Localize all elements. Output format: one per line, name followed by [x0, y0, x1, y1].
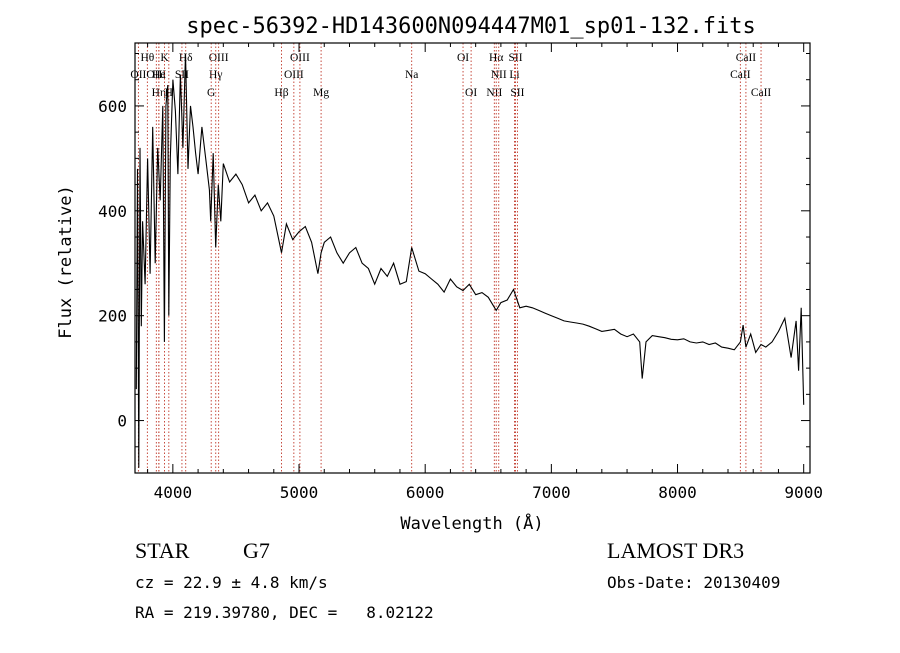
marker-label-24: SII	[510, 87, 524, 99]
plot-frame	[134, 42, 811, 474]
marker-label-8: SII	[175, 69, 189, 81]
x-tick-label-5: 9000	[784, 483, 823, 502]
marker-label-21: NII	[491, 69, 507, 81]
marker-label-2: OIII	[146, 69, 166, 81]
survey-name: LAMOST DR3	[607, 538, 745, 563]
y-axis-label: Flux (relative)	[56, 185, 76, 339]
marker-label-23: SII	[508, 52, 522, 64]
object-class: STAR	[135, 538, 190, 563]
marker-label-14: OIII	[290, 52, 310, 64]
y-tick-label-3: 600	[98, 97, 127, 116]
y-tick-label-1: 200	[98, 307, 127, 326]
object-subclass: G7	[243, 538, 270, 563]
marker-label-25: CaII	[730, 69, 751, 81]
marker-label-4: He	[152, 69, 165, 81]
x-tick-label-1: 5000	[280, 483, 319, 502]
observation-date: Obs-Date: 20130409	[607, 573, 781, 592]
marker-label-1: Hθ	[140, 52, 154, 64]
marker-label-13: OIII	[284, 69, 304, 81]
marker-label-10: Hγ	[209, 69, 222, 81]
redshift-velocity: cz = 22.9 ± 4.8 km/s	[135, 573, 328, 592]
y-tick-label-0: 0	[117, 412, 127, 431]
marker-label-22: Li	[509, 69, 519, 81]
marker-label-19: NII	[486, 87, 502, 99]
marker-label-0: OII	[130, 69, 146, 81]
marker-label-20: Hα	[489, 52, 503, 64]
marker-label-15: Mg	[313, 87, 329, 99]
marker-label-6: H	[165, 87, 173, 99]
y-tick-label-2: 400	[98, 202, 127, 221]
x-tick-label-0: 4000	[154, 483, 193, 502]
sky-coordinates: RA = 219.39780, DEC = 8.02122	[135, 603, 434, 622]
x-tick-label-2: 6000	[406, 483, 445, 502]
marker-label-16: Na	[405, 69, 418, 81]
spectrum-line	[135, 53, 805, 468]
x-tick-label-3: 7000	[532, 483, 571, 502]
marker-label-11: G	[207, 87, 215, 99]
chart-title: spec-56392-HD143600N094447M01_sp01-132.f…	[186, 14, 756, 39]
axis-ticks: 4000 5000 6000 7000 8000 9000 0 200 400 600	[98, 43, 823, 502]
marker-label-9: OIII	[209, 52, 229, 64]
marker-label-17: OI	[457, 52, 469, 64]
x-tick-label-4: 8000	[658, 483, 697, 502]
marker-label-5: K	[160, 52, 169, 64]
x-axis-label: Wavelength (Å)	[400, 512, 543, 534]
marker-label-18: OI	[465, 87, 477, 99]
marker-label-12: Hβ	[274, 87, 288, 99]
marker-label-27: CaII	[751, 87, 772, 99]
marker-label-26: CaII	[736, 52, 757, 64]
